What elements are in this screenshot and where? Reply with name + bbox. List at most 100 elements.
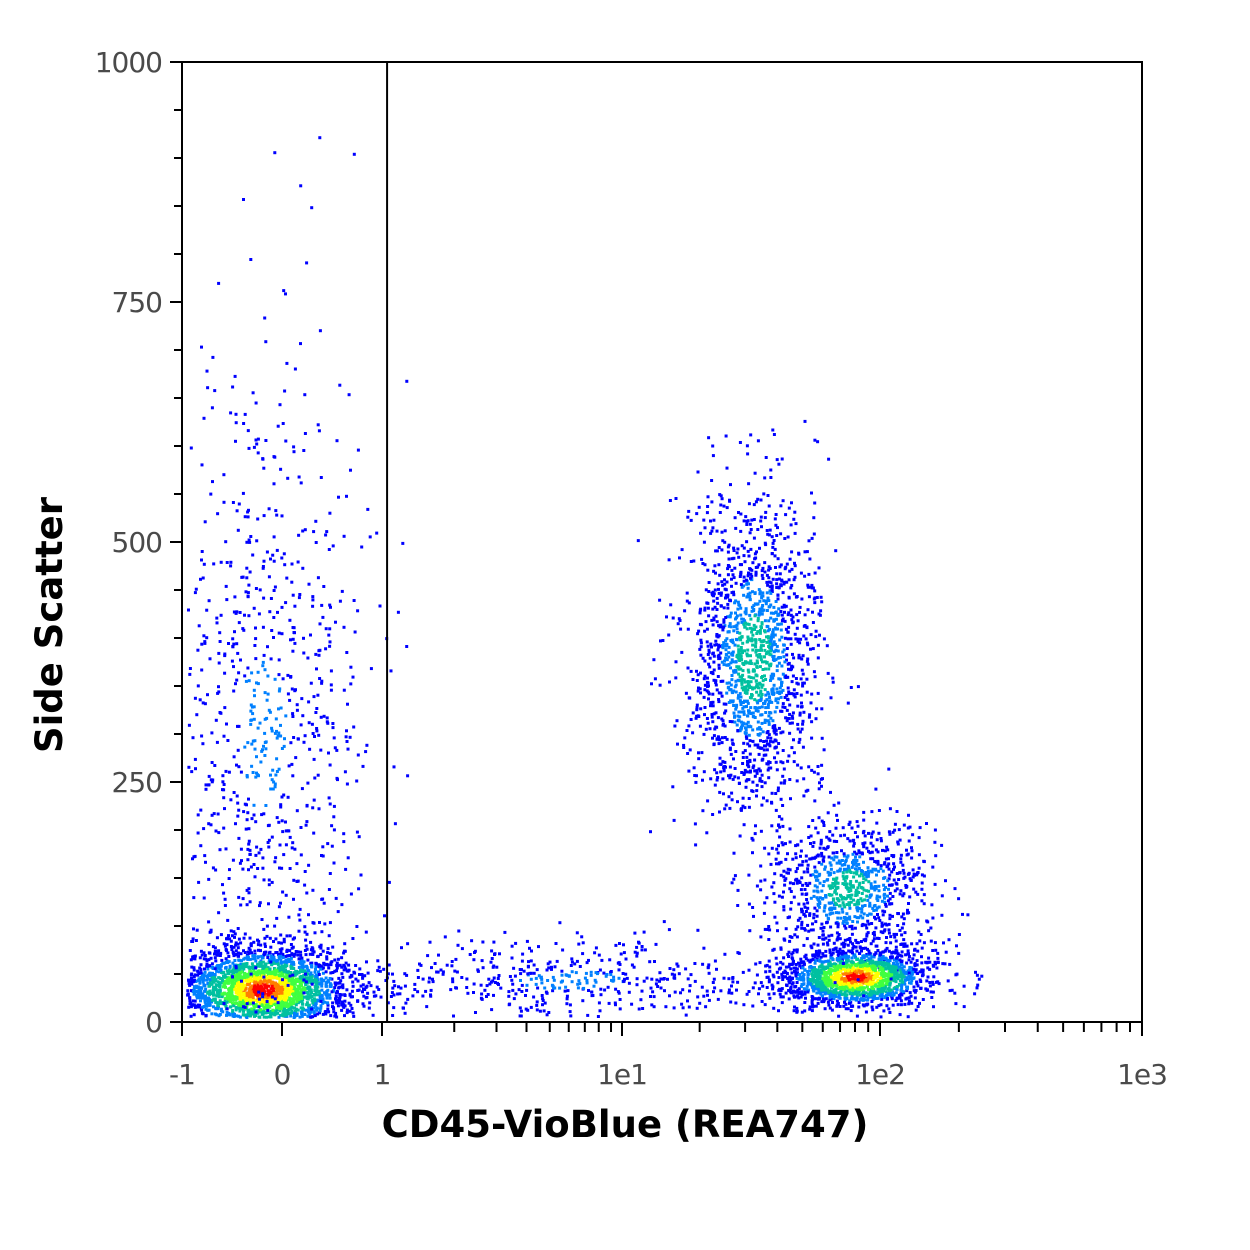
event-dot <box>788 712 792 716</box>
event-dot <box>764 711 768 714</box>
event-dot <box>244 983 248 987</box>
event-dot <box>258 588 262 592</box>
event-dot <box>747 637 751 641</box>
event-dot <box>263 945 267 948</box>
event-dot <box>792 692 796 696</box>
event-dot <box>720 580 724 584</box>
event-dot <box>285 1011 289 1015</box>
event-dot <box>275 991 279 995</box>
event-dot <box>201 996 205 1000</box>
event-dot <box>259 987 263 991</box>
event-dot <box>356 609 360 613</box>
event-dot <box>763 516 767 520</box>
event-dot <box>307 582 311 586</box>
event-dot <box>252 1009 255 1012</box>
event-dot <box>232 610 236 614</box>
event-dot <box>270 778 274 782</box>
event-dot <box>867 831 870 835</box>
event-dot <box>727 655 731 659</box>
event-dot <box>739 529 743 533</box>
event-dot <box>214 988 218 992</box>
event-dot <box>273 976 277 980</box>
event-dot <box>778 692 782 695</box>
event-dot <box>831 676 835 680</box>
event-dot <box>760 612 764 616</box>
event-dot <box>750 836 754 840</box>
event-dot <box>272 482 276 486</box>
event-dot <box>790 680 794 684</box>
event-dot <box>295 862 299 866</box>
event-dot <box>212 993 216 997</box>
event-dot <box>324 970 328 974</box>
event-dot <box>246 1012 250 1016</box>
event-dot <box>743 806 747 810</box>
event-dot <box>287 1012 291 1016</box>
event-dot <box>844 926 848 930</box>
event-dot <box>756 745 760 749</box>
event-dot <box>387 963 391 967</box>
event-dot <box>742 546 746 550</box>
event-dot <box>227 972 231 976</box>
event-dot <box>364 930 368 934</box>
event-dot <box>279 467 283 471</box>
event-dot <box>267 838 271 842</box>
event-dot <box>286 983 290 987</box>
event-dot <box>742 579 746 583</box>
event-dot <box>884 941 888 945</box>
event-dot <box>284 292 287 296</box>
event-dot <box>744 607 748 611</box>
event-dot <box>328 921 332 925</box>
event-dot <box>253 984 257 988</box>
event-dot <box>188 999 192 1003</box>
event-dot <box>782 582 786 586</box>
event-dot <box>287 979 291 983</box>
event-dot <box>761 757 765 761</box>
event-dot <box>298 995 302 999</box>
event-dot <box>269 960 273 964</box>
event-dot <box>279 961 283 965</box>
event-dot <box>822 748 826 752</box>
event-dot <box>740 617 744 621</box>
event-dot <box>758 682 762 686</box>
event-dot <box>758 732 762 736</box>
event-dot <box>781 761 785 765</box>
event-dot <box>802 634 806 638</box>
event-dot <box>780 579 784 583</box>
event-dot <box>703 713 706 717</box>
event-dot <box>312 831 316 835</box>
event-dot <box>724 709 728 713</box>
event-dot <box>299 723 303 727</box>
event-dot <box>348 993 352 997</box>
event-dot <box>345 1011 349 1015</box>
event-dot <box>266 956 270 959</box>
event-dot <box>246 515 250 519</box>
event-dot <box>239 658 242 662</box>
event-dot <box>364 996 368 1000</box>
event-dot <box>728 765 732 769</box>
event-dot <box>279 933 283 937</box>
event-dot <box>328 511 332 515</box>
event-dot <box>261 664 265 668</box>
event-dot <box>727 630 731 634</box>
event-dot <box>773 633 777 637</box>
event-dot <box>714 549 718 553</box>
event-dot <box>284 954 288 958</box>
event-dot <box>248 948 252 952</box>
event-dot <box>813 438 817 442</box>
event-dot <box>715 529 719 533</box>
event-dot <box>197 1005 200 1009</box>
event-dot <box>718 644 722 648</box>
event-dot <box>226 969 230 973</box>
event-dot <box>282 552 286 556</box>
event-dot <box>816 772 820 776</box>
event-dot <box>260 956 264 960</box>
event-dot <box>772 881 776 885</box>
event-dot <box>314 541 318 544</box>
event-dot <box>214 718 218 722</box>
event-dot <box>333 746 337 750</box>
event-dot <box>258 901 262 905</box>
event-dot <box>697 686 700 690</box>
event-dot <box>713 727 717 731</box>
event-dot <box>291 945 295 949</box>
event-dot <box>289 1014 293 1018</box>
